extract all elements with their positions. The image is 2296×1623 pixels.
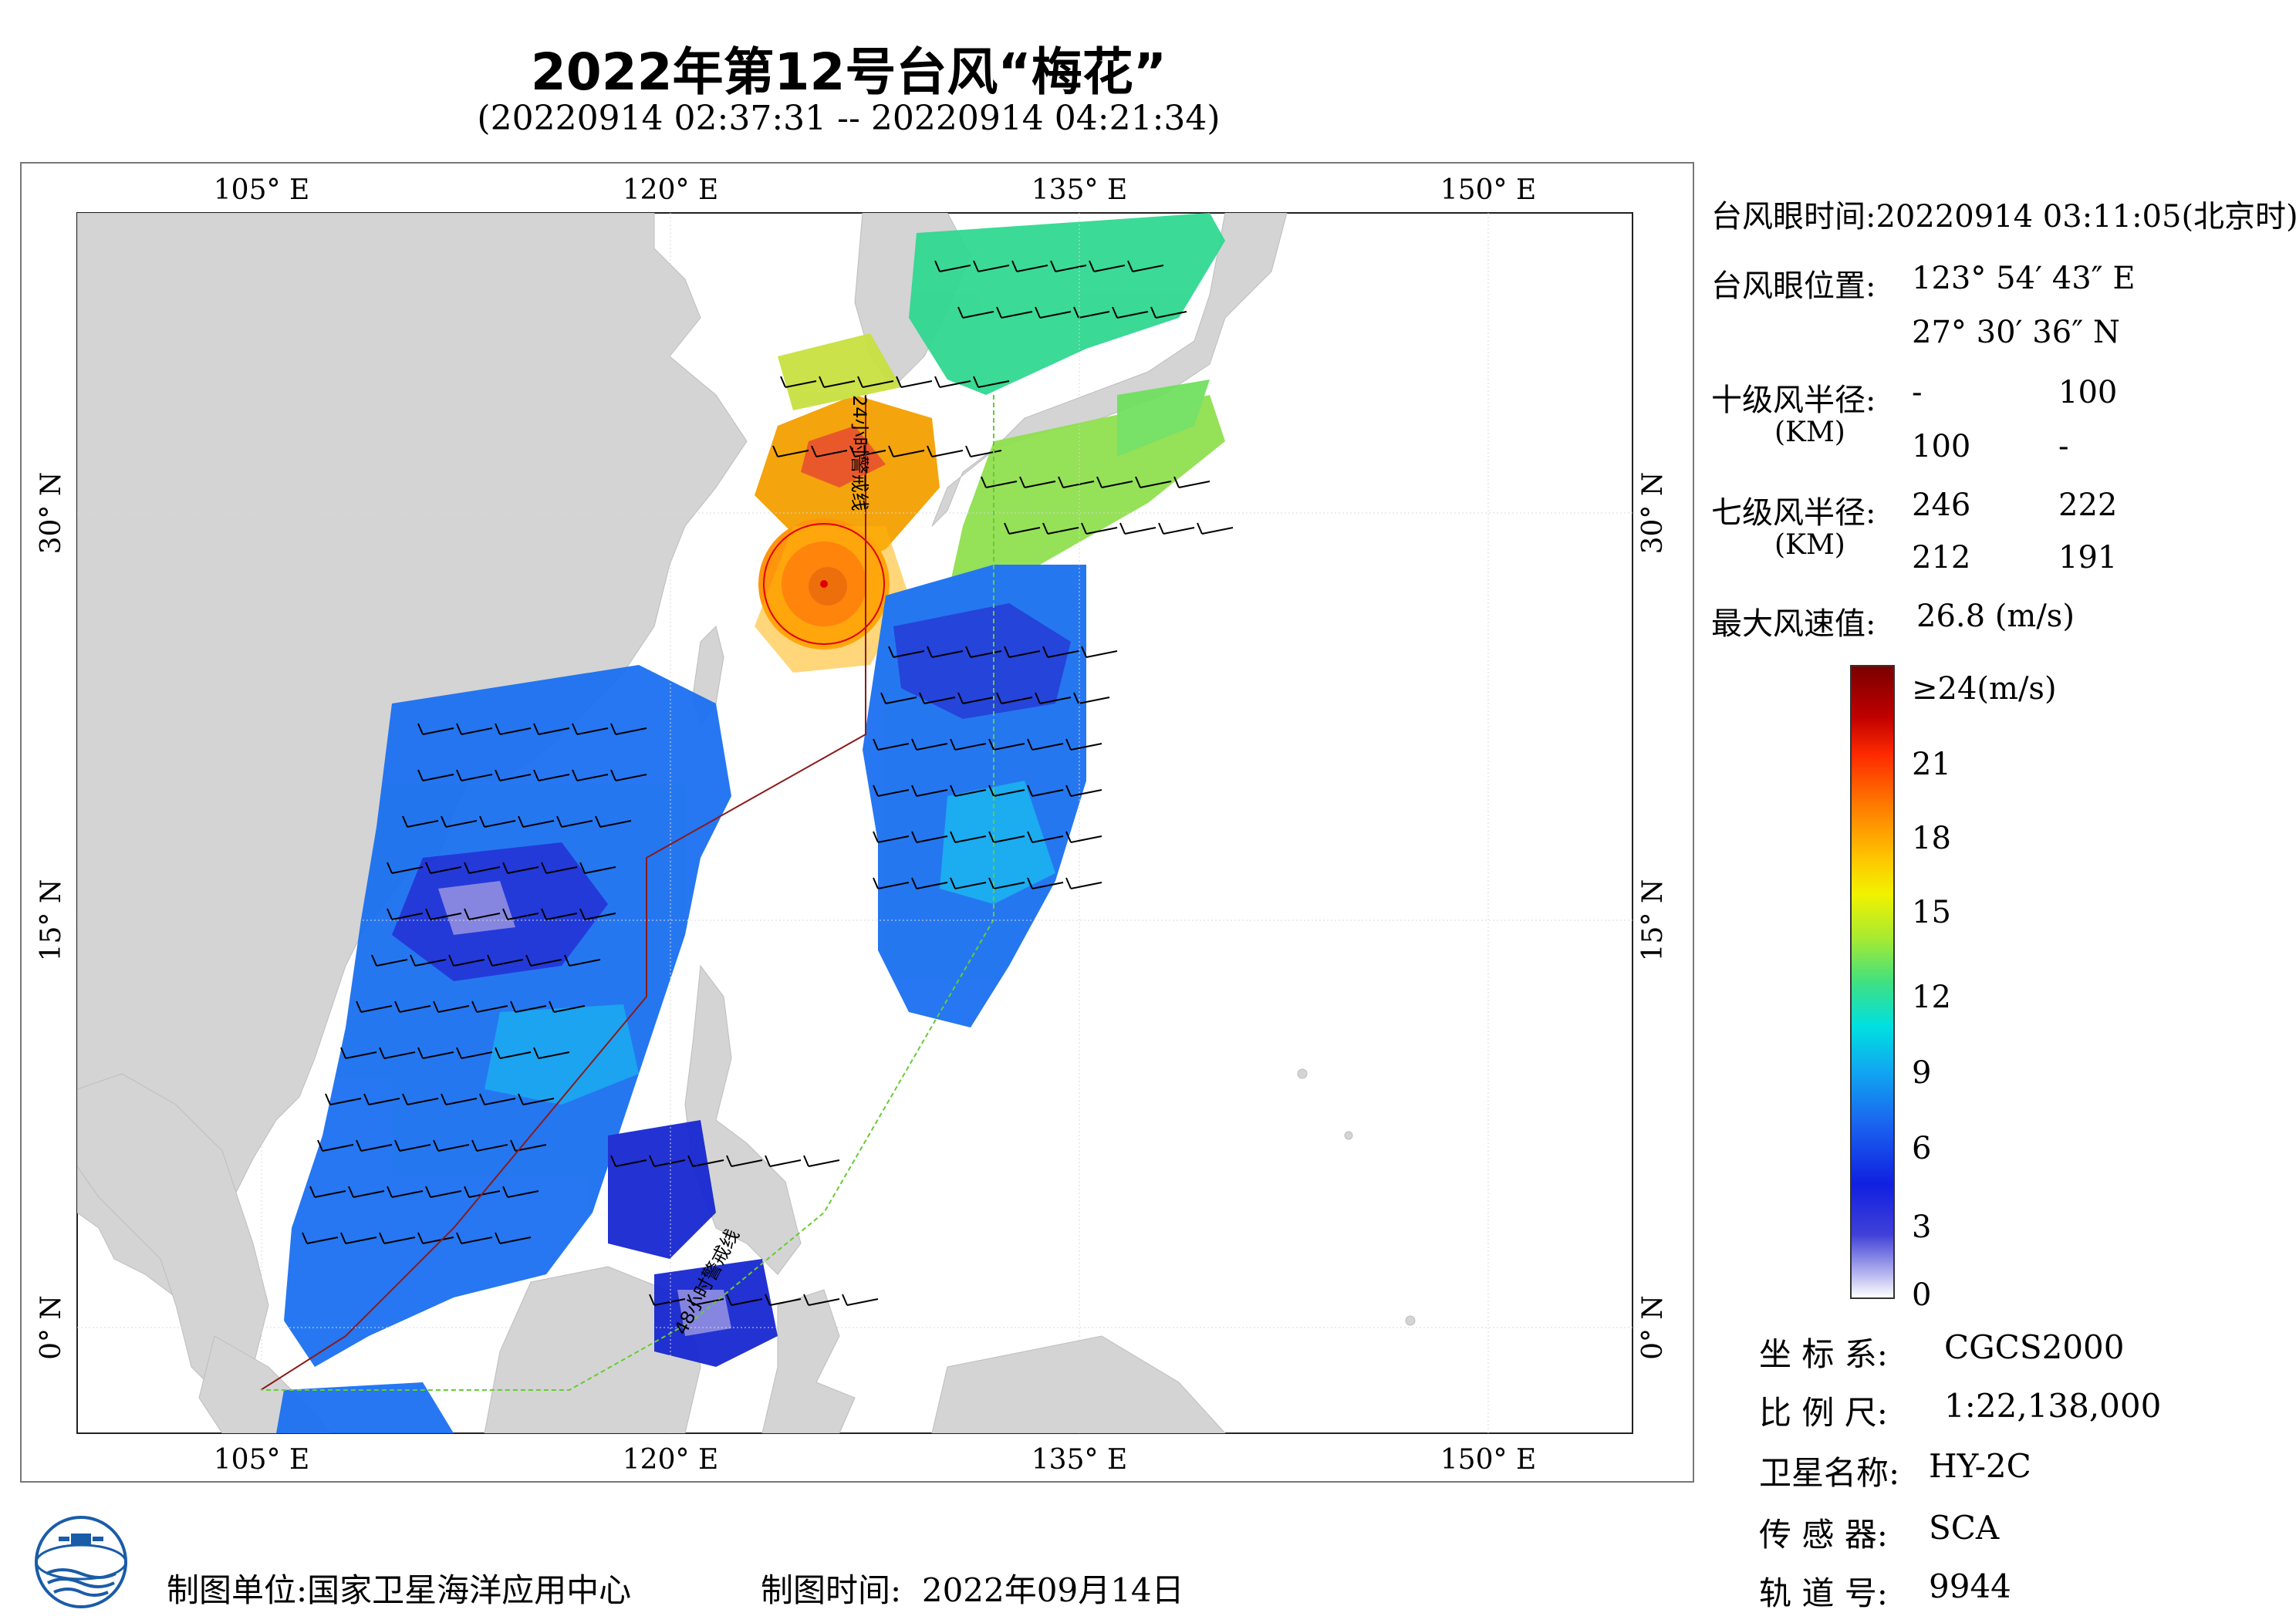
sensor-label: 传 感 器: (1759, 1516, 1888, 1554)
r10-label: 十级风半径: (1711, 383, 1876, 418)
r7-value-ne: 246 (1912, 488, 1971, 523)
crs-label: 坐 标 系: (1759, 1335, 1888, 1373)
map-canvas: 24小时警戒线 48小时警戒线 105° E 120° E 135° E 150… (35, 174, 1669, 1476)
lat-label-right-30: 30° N (1637, 472, 1669, 555)
eye-lon: 123° 54′ 43″ E (1912, 261, 2136, 296)
lat-label-left-30: 30° N (35, 472, 67, 555)
r7-value-se: 222 (2058, 488, 2118, 523)
lon-label-top-135: 135° E (1032, 174, 1127, 206)
colorbar-label-15: 15 (1912, 895, 1951, 930)
lon-label-top-150: 150° E (1440, 174, 1536, 206)
footer-date: 制图时间: 2022年09月14日 (761, 1564, 1184, 1611)
r10-value-nw: - (2058, 429, 2069, 464)
footer-org-label: 制图单位: (167, 1571, 308, 1609)
map-subtitle: (20220914 02:37:31 -- 20220914 04:21:34) (477, 99, 1221, 138)
lat-label-right-15: 15° N (1637, 879, 1669, 962)
satellite-value: HY-2C (1929, 1447, 2031, 1485)
warning-label-24h: 24小时警戒线 (849, 395, 870, 511)
colorbar-label-9: 9 (1912, 1055, 1932, 1091)
eye-pos-label: 台风眼位置: (1711, 268, 1876, 304)
lon-label-bottom-105: 105° E (214, 1444, 309, 1476)
colorbar-label-12: 12 (1912, 980, 1951, 1015)
eye-lat: 27° 30′ 36″ N (1912, 315, 2120, 350)
scale-label: 比 例 尺: (1759, 1394, 1888, 1432)
r7-label: 七级风半径: (1711, 495, 1876, 531)
nsoas-logo (35, 1516, 127, 1608)
r7-value-sw: 212 (1912, 540, 1971, 575)
r7-value-nw: 191 (2058, 540, 2118, 575)
colorbar-label-18: 18 (1912, 821, 1951, 856)
lon-label-top-105: 105° E (214, 174, 309, 206)
colorbar-label-3: 3 (1912, 1210, 1932, 1245)
sensor-value: SCA (1929, 1509, 2000, 1547)
r10-value-ne: - (1912, 375, 1923, 410)
wind-swaths (276, 213, 1225, 1433)
r10-value-sw: 100 (1912, 429, 1971, 464)
max-wind-value: 26.8 (m/s) (1916, 599, 2075, 634)
typhoon-eye-circle (763, 523, 885, 645)
footer-org: 制图单位:国家卫星海洋应用中心 (167, 1564, 631, 1611)
footer-date-value: 2022年09月14日 (921, 1571, 1184, 1609)
lon-label-bottom-150: 150° E (1440, 1444, 1536, 1476)
eye-time-value: 20220914 03:11:05(北京时) (1876, 199, 2296, 235)
r10-value-se: 100 (2058, 375, 2118, 410)
r7-unit: (KM) (1774, 529, 1845, 561)
footer-org-value: 国家卫星海洋应用中心 (307, 1571, 632, 1609)
scale-value: 1:22,138,000 (1944, 1387, 2162, 1425)
satellite-label: 卫星名称: (1759, 1454, 1900, 1492)
r10-unit: (KM) (1774, 417, 1845, 448)
map-title: 2022年第12号台风“梅花” (530, 42, 1167, 102)
lat-label-left-0: 0° N (35, 1295, 67, 1360)
lat-label-left-15: 15° N (35, 879, 67, 962)
orbit-label: 轨 道 号: (1759, 1574, 1888, 1612)
typhoon-eye-marker (820, 580, 828, 588)
map-frame: 24小时警戒线 48小时警戒线 105° E 120° E 135° E 150… (20, 162, 1694, 1483)
graticule (77, 213, 1633, 1433)
colorbar-label-0: 0 (1912, 1277, 1932, 1313)
eye-time-label: 台风眼时间: (1711, 199, 1876, 235)
lon-label-bottom-135: 135° E (1032, 1444, 1127, 1476)
lon-label-top-120: 120° E (623, 174, 718, 206)
eye-time: 台风眼时间:20220914 03:11:05(北京时) (1711, 191, 2296, 236)
orbit-value: 9944 (1929, 1567, 2011, 1605)
colorbar-label-21: 21 (1912, 747, 1951, 782)
colorbar-label-24: ≥24(m/s) (1912, 671, 2057, 707)
warning-lines (260, 395, 994, 1391)
footer-date-label: 制图时间: (761, 1571, 902, 1609)
max-wind-label: 最大风速值: (1711, 606, 1876, 642)
lon-label-bottom-120: 120° E (623, 1444, 718, 1476)
colorbar-label-6: 6 (1912, 1131, 1932, 1166)
lat-label-right-0: 0° N (1637, 1295, 1669, 1360)
wind-speed-colorbar (1850, 665, 1895, 1299)
crs-value: CGCS2000 (1944, 1328, 2125, 1366)
